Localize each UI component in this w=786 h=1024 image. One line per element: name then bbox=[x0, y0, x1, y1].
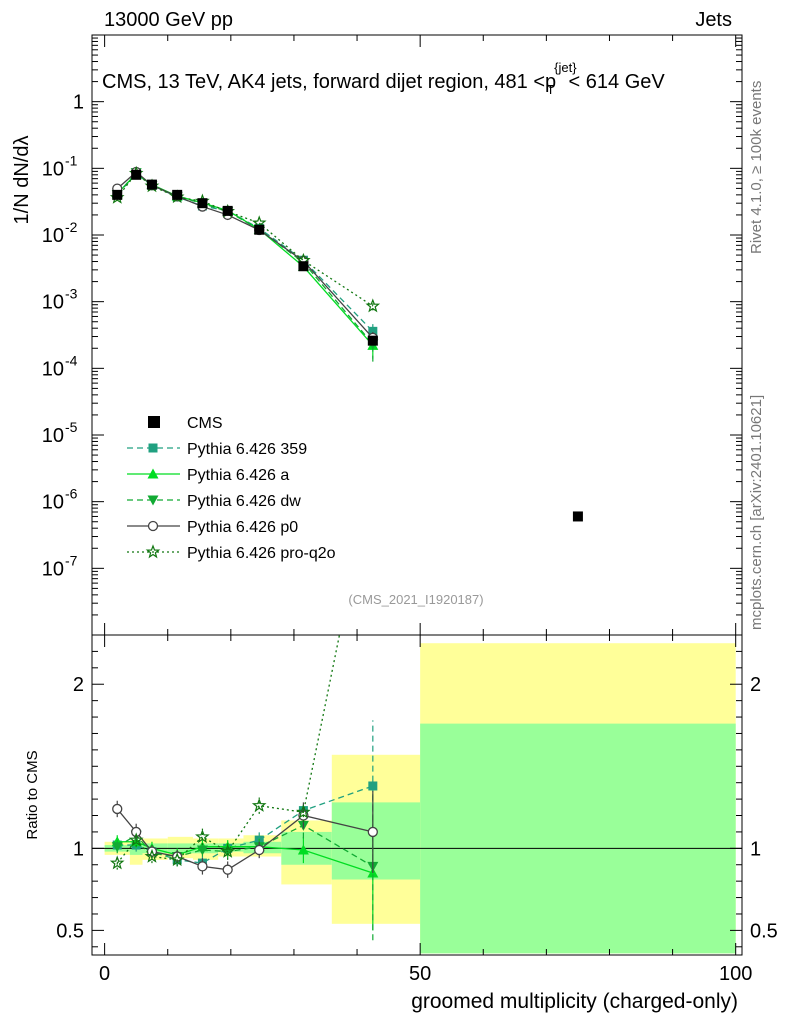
ratio-tick-label: 1 bbox=[73, 838, 84, 860]
ratio-frame bbox=[91, 634, 743, 956]
ratio-line-4 bbox=[116, 635, 341, 864]
marker-star bbox=[367, 465, 378, 476]
rivet-version-label: Rivet 4.1.0, ≥ 100k events bbox=[748, 80, 765, 254]
energy-label: 13000 GeV pp bbox=[104, 9, 233, 31]
legend-label: Pythia 6.426 p0 bbox=[187, 519, 298, 536]
marker-star bbox=[109, 855, 125, 870]
y-axis-label: 1/N dN/dλ bbox=[11, 136, 33, 225]
plot-title: CMS, 13 TeV, AK4 jets, forward dijet reg… bbox=[102, 60, 665, 97]
analysis-id: (CMS_2021_I1920187) bbox=[348, 592, 483, 607]
data-point bbox=[298, 261, 309, 272]
main-series bbox=[109, 165, 583, 522]
y-tick-label: 10 bbox=[42, 225, 64, 247]
marker-star bbox=[144, 848, 160, 863]
marker-star bbox=[220, 843, 236, 858]
marker-open-circle bbox=[222, 864, 233, 875]
marker-star bbox=[251, 797, 267, 812]
marker-star bbox=[296, 804, 311, 819]
main-line-2 bbox=[116, 171, 374, 345]
data-point bbox=[197, 198, 208, 209]
marker-triangle-down bbox=[196, 845, 208, 856]
marker-star bbox=[128, 832, 144, 847]
ratio-band-stat bbox=[331, 802, 421, 880]
legend-label-cms: CMS bbox=[187, 415, 223, 432]
ratio-tick-label-right: 2 bbox=[750, 674, 761, 696]
data-point bbox=[254, 224, 265, 235]
legend-label: Pythia 6.426 a bbox=[187, 467, 289, 484]
legend-label: Pythia 6.426 dw bbox=[187, 493, 301, 510]
ratio-tick-label-right: 0.5 bbox=[750, 920, 778, 942]
ratio-line-0 bbox=[117, 785, 374, 864]
x-axis-label: groomed multiplicity (charged-only) bbox=[411, 990, 738, 1013]
ratio-tick-label: 2 bbox=[73, 674, 84, 696]
ratio-series bbox=[109, 465, 379, 941]
y-tick-label: 10 bbox=[42, 558, 64, 580]
source-label: mcplots.cern.ch [arXiv:2401.10621] bbox=[748, 394, 765, 630]
marker-open-circle bbox=[367, 826, 378, 838]
ratio-tick-label: 0.5 bbox=[56, 920, 84, 942]
legend-marker-cms bbox=[148, 416, 160, 428]
x-tick-label: 0 bbox=[99, 963, 110, 985]
main-line-3 bbox=[116, 171, 374, 339]
legend: CMS Pythia 6.426 359 Pythia 6.426 a Pythia … bbox=[127, 415, 336, 562]
x-tick-label: 50 bbox=[409, 963, 431, 985]
data-point bbox=[131, 169, 142, 180]
y-tick-exponent: -2 bbox=[65, 219, 78, 235]
marker-triangle-down bbox=[147, 495, 159, 506]
marker-open-circle bbox=[112, 803, 123, 815]
legend-label: Pythia 6.426 359 bbox=[187, 441, 307, 458]
y-tick-exponent: -6 bbox=[65, 486, 78, 502]
marker-triangle-up bbox=[297, 844, 309, 855]
y-tick-exponent: -5 bbox=[65, 419, 78, 435]
marker-open-circle bbox=[197, 861, 208, 872]
main-line-1 bbox=[116, 172, 374, 346]
y-tick-label: 10 bbox=[42, 158, 64, 180]
main-line-0 bbox=[116, 173, 374, 332]
marker-star bbox=[145, 544, 161, 559]
category-label: Jets bbox=[695, 9, 732, 31]
main-line-4 bbox=[116, 172, 374, 307]
data-point bbox=[146, 179, 157, 190]
marker-star bbox=[195, 829, 210, 844]
data-point bbox=[222, 205, 233, 216]
marker-square bbox=[368, 326, 378, 336]
ratio-tick-label-right: 1 bbox=[750, 838, 761, 860]
ratio-line-2 bbox=[116, 824, 374, 867]
marker-star bbox=[365, 298, 381, 313]
y-tick-exponent: -1 bbox=[65, 152, 78, 168]
y-tick-exponent: -4 bbox=[65, 352, 78, 368]
marker-triangle-up bbox=[147, 468, 159, 479]
marker-square bbox=[148, 443, 158, 453]
y-tick-label: 10 bbox=[42, 425, 64, 447]
marker-open-circle bbox=[254, 844, 265, 856]
data-point bbox=[172, 189, 183, 200]
y-tick-label: 10 bbox=[42, 358, 64, 380]
y-tick-exponent: -7 bbox=[65, 552, 78, 568]
legend-label: Pythia 6.426 pro-q2o bbox=[187, 545, 336, 562]
data-point bbox=[367, 335, 378, 346]
y-tick-label: 10 bbox=[42, 492, 64, 514]
ratio-bands bbox=[104, 643, 736, 954]
y-tick-exponent: -3 bbox=[65, 286, 78, 302]
data-point bbox=[112, 189, 123, 200]
marker-open-circle bbox=[147, 520, 159, 532]
marker-triangle-down bbox=[111, 842, 123, 853]
ratio-axis-label: Ratio to CMS bbox=[24, 750, 41, 839]
marker-square bbox=[368, 781, 378, 791]
x-tick-label: 100 bbox=[719, 963, 752, 985]
y-tick-label: 10 bbox=[42, 292, 64, 314]
ratio-band-stat bbox=[420, 723, 736, 954]
y-tick-label: 1 bbox=[73, 92, 84, 114]
marker-star bbox=[169, 852, 185, 867]
data-point bbox=[572, 511, 583, 522]
